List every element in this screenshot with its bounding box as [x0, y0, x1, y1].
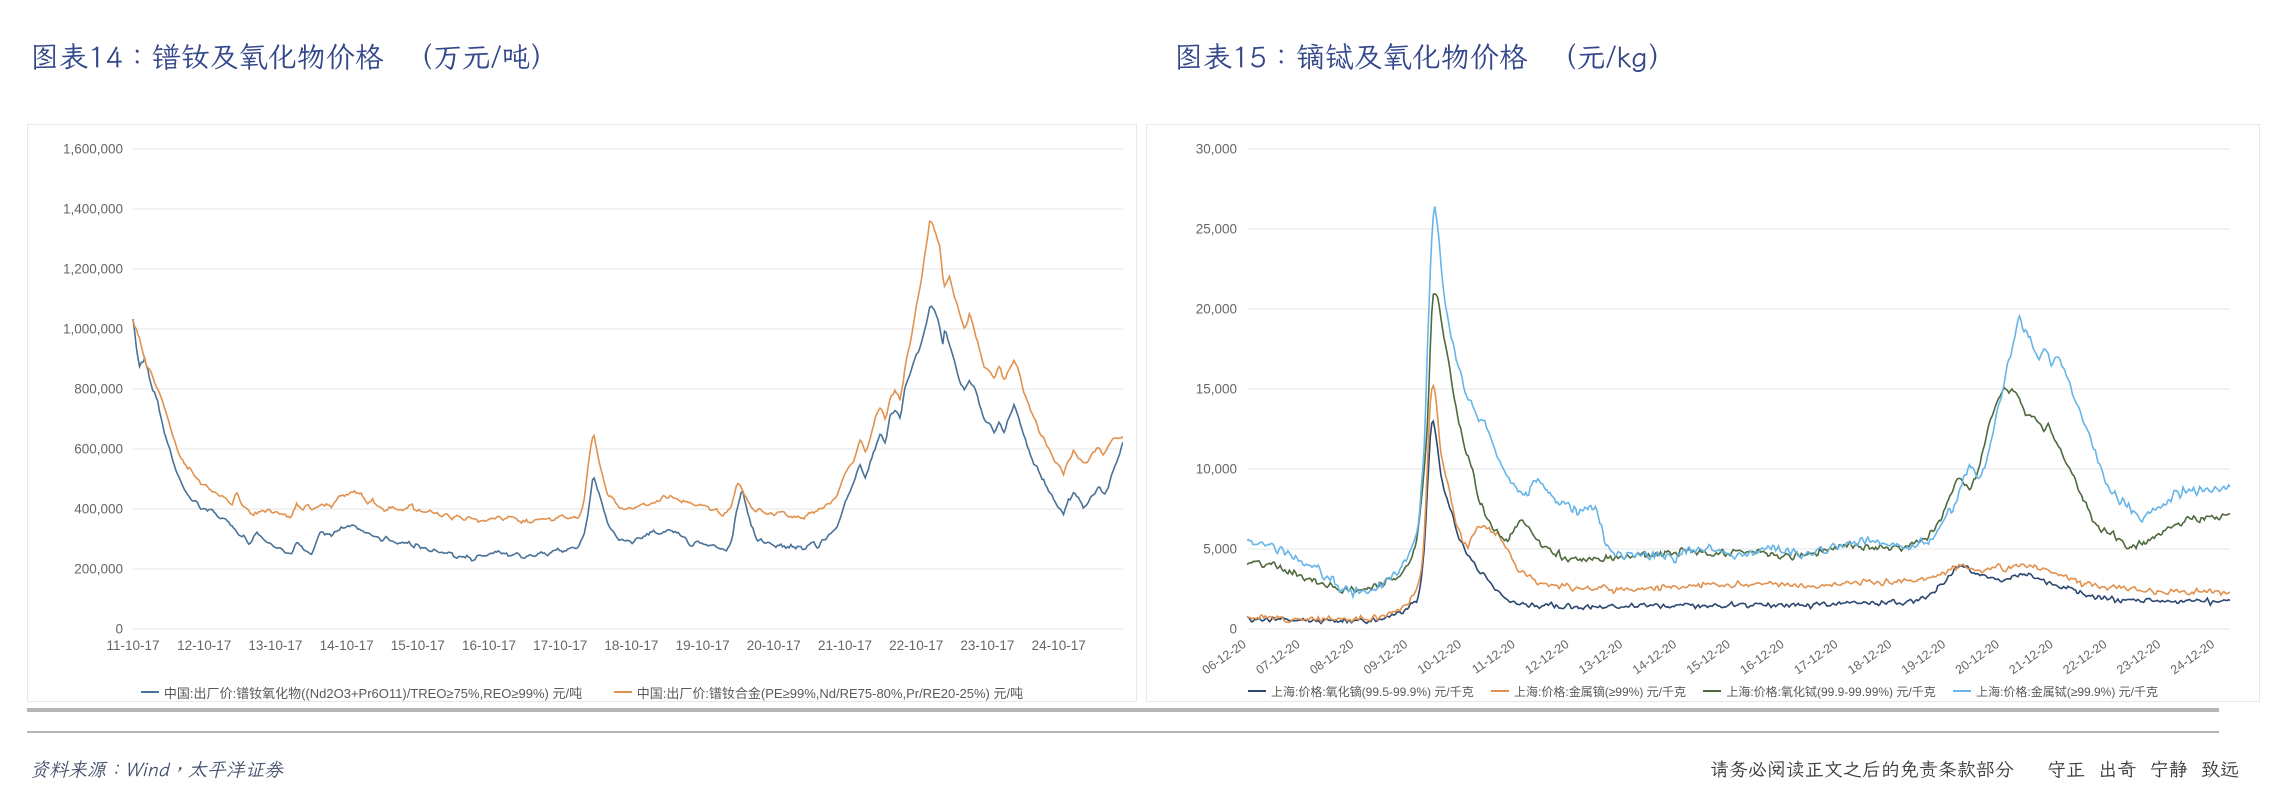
- svg-text:06-12-20: 06-12-20: [1200, 637, 1249, 677]
- svg-text:12-12-20: 12-12-20: [1522, 637, 1571, 677]
- svg-text:24-12-20: 24-12-20: [2168, 637, 2217, 677]
- svg-text:17-12-20: 17-12-20: [1791, 637, 1840, 677]
- svg-text:13-12-20: 13-12-20: [1576, 637, 1625, 677]
- svg-text:14-10-17: 14-10-17: [320, 638, 374, 653]
- svg-text:600,000: 600,000: [74, 442, 123, 457]
- svg-text:19-12-20: 19-12-20: [1899, 637, 1948, 677]
- svg-text:13-10-17: 13-10-17: [248, 638, 302, 653]
- svg-text:20,000: 20,000: [1196, 302, 1237, 317]
- svg-text:14-12-20: 14-12-20: [1630, 637, 1679, 677]
- svg-text:24-10-17: 24-10-17: [1032, 638, 1086, 653]
- svg-text:20-12-20: 20-12-20: [1953, 637, 2002, 677]
- svg-text:11-10-17: 11-10-17: [106, 638, 159, 653]
- svg-text:0: 0: [115, 622, 123, 637]
- svg-text:1,400,000: 1,400,000: [63, 202, 123, 217]
- svg-text:21-10-17: 21-10-17: [818, 638, 872, 653]
- svg-text:15,000: 15,000: [1196, 382, 1237, 397]
- svg-text:12-10-17: 12-10-17: [177, 638, 231, 653]
- svg-text:10-12-20: 10-12-20: [1415, 637, 1464, 677]
- svg-text:15-10-17: 15-10-17: [391, 638, 445, 653]
- svg-text:5,000: 5,000: [1203, 542, 1237, 557]
- svg-text:08-12-20: 08-12-20: [1307, 637, 1356, 677]
- svg-text:18-12-20: 18-12-20: [1845, 637, 1894, 677]
- svg-text:400,000: 400,000: [74, 502, 123, 517]
- svg-text:20-10-17: 20-10-17: [747, 638, 801, 653]
- svg-text:09-12-20: 09-12-20: [1361, 637, 1410, 677]
- svg-text:19-10-17: 19-10-17: [676, 638, 730, 653]
- svg-text:22-10-17: 22-10-17: [889, 638, 943, 653]
- svg-text:21-12-20: 21-12-20: [2007, 637, 2056, 677]
- svg-text:16-10-17: 16-10-17: [462, 638, 516, 653]
- svg-text:22-12-20: 22-12-20: [2060, 637, 2109, 677]
- svg-text:16-12-20: 16-12-20: [1738, 637, 1787, 677]
- svg-text:07-12-20: 07-12-20: [1253, 637, 1302, 677]
- svg-text:18-10-17: 18-10-17: [604, 638, 658, 653]
- svg-text:23-10-17: 23-10-17: [960, 638, 1014, 653]
- svg-text:25,000: 25,000: [1196, 222, 1237, 237]
- svg-text:1,600,000: 1,600,000: [63, 142, 123, 157]
- svg-text:1,000,000: 1,000,000: [63, 322, 123, 337]
- svg-text:30,000: 30,000: [1196, 142, 1237, 157]
- svg-text:0: 0: [1229, 622, 1237, 637]
- svg-text:800,000: 800,000: [74, 382, 123, 397]
- svg-text:15-12-20: 15-12-20: [1684, 637, 1733, 677]
- svg-text:10,000: 10,000: [1196, 462, 1237, 477]
- svg-text:1,200,000: 1,200,000: [63, 262, 123, 277]
- svg-text:11-12-20: 11-12-20: [1469, 637, 1517, 677]
- svg-text:200,000: 200,000: [74, 562, 123, 577]
- svg-text:17-10-17: 17-10-17: [533, 638, 587, 653]
- svg-text:23-12-20: 23-12-20: [2114, 637, 2163, 677]
